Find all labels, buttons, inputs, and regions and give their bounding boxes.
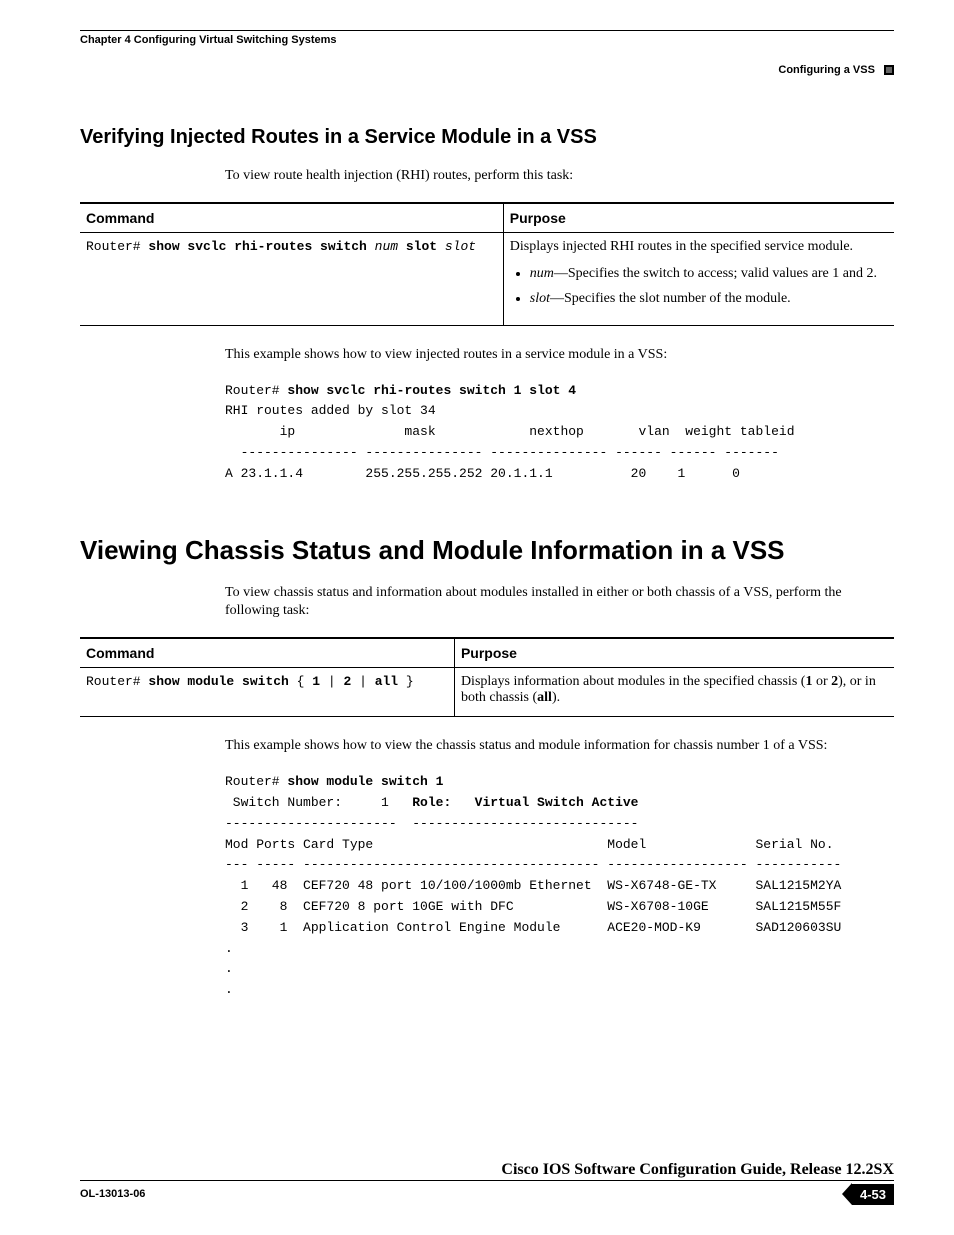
command-cell: Router# show svclc rhi-routes switch num… bbox=[80, 232, 503, 325]
page-number-badge: 4-53 bbox=[842, 1183, 894, 1205]
purpose-cell: Displays injected RHI routes in the spec… bbox=[503, 232, 894, 325]
doc-number: OL-13013-06 bbox=[80, 1184, 145, 1200]
section-heading-verify: Verifying Injected Routes in a Service M… bbox=[80, 126, 894, 149]
col-purpose: Purpose bbox=[454, 638, 894, 668]
purpose-cell: Displays information about modules in th… bbox=[454, 668, 894, 717]
example-intro-2: This example shows how to view the chass… bbox=[225, 737, 894, 756]
terminal-output-2: Router# show module switch 1 Switch Numb… bbox=[225, 772, 894, 1001]
chapter-label: Chapter 4 Configuring Virtual Switching … bbox=[80, 34, 337, 46]
example-intro: This example shows how to view injected … bbox=[225, 346, 894, 365]
command-table-1: Command Purpose Router# show svclc rhi-r… bbox=[80, 202, 894, 326]
command-table-2: Command Purpose Router# show module swit… bbox=[80, 637, 894, 717]
intro-text: To view route health injection (RHI) rou… bbox=[225, 167, 894, 186]
intro-text-2: To view chassis status and information a… bbox=[225, 584, 894, 622]
col-command: Command bbox=[80, 638, 454, 668]
command-cell: Router# show module switch { 1 | 2 | all… bbox=[80, 668, 454, 717]
section-heading-viewing: Viewing Chassis Status and Module Inform… bbox=[80, 535, 894, 566]
terminal-output-1: Router# show svclc rhi-routes switch 1 s… bbox=[225, 381, 894, 485]
header-badge-icon bbox=[884, 65, 894, 75]
section-label: Configuring a VSS bbox=[778, 64, 875, 76]
col-purpose: Purpose bbox=[503, 203, 894, 233]
col-command: Command bbox=[80, 203, 503, 233]
footer-title: Cisco IOS Software Configuration Guide, … bbox=[501, 1161, 894, 1178]
